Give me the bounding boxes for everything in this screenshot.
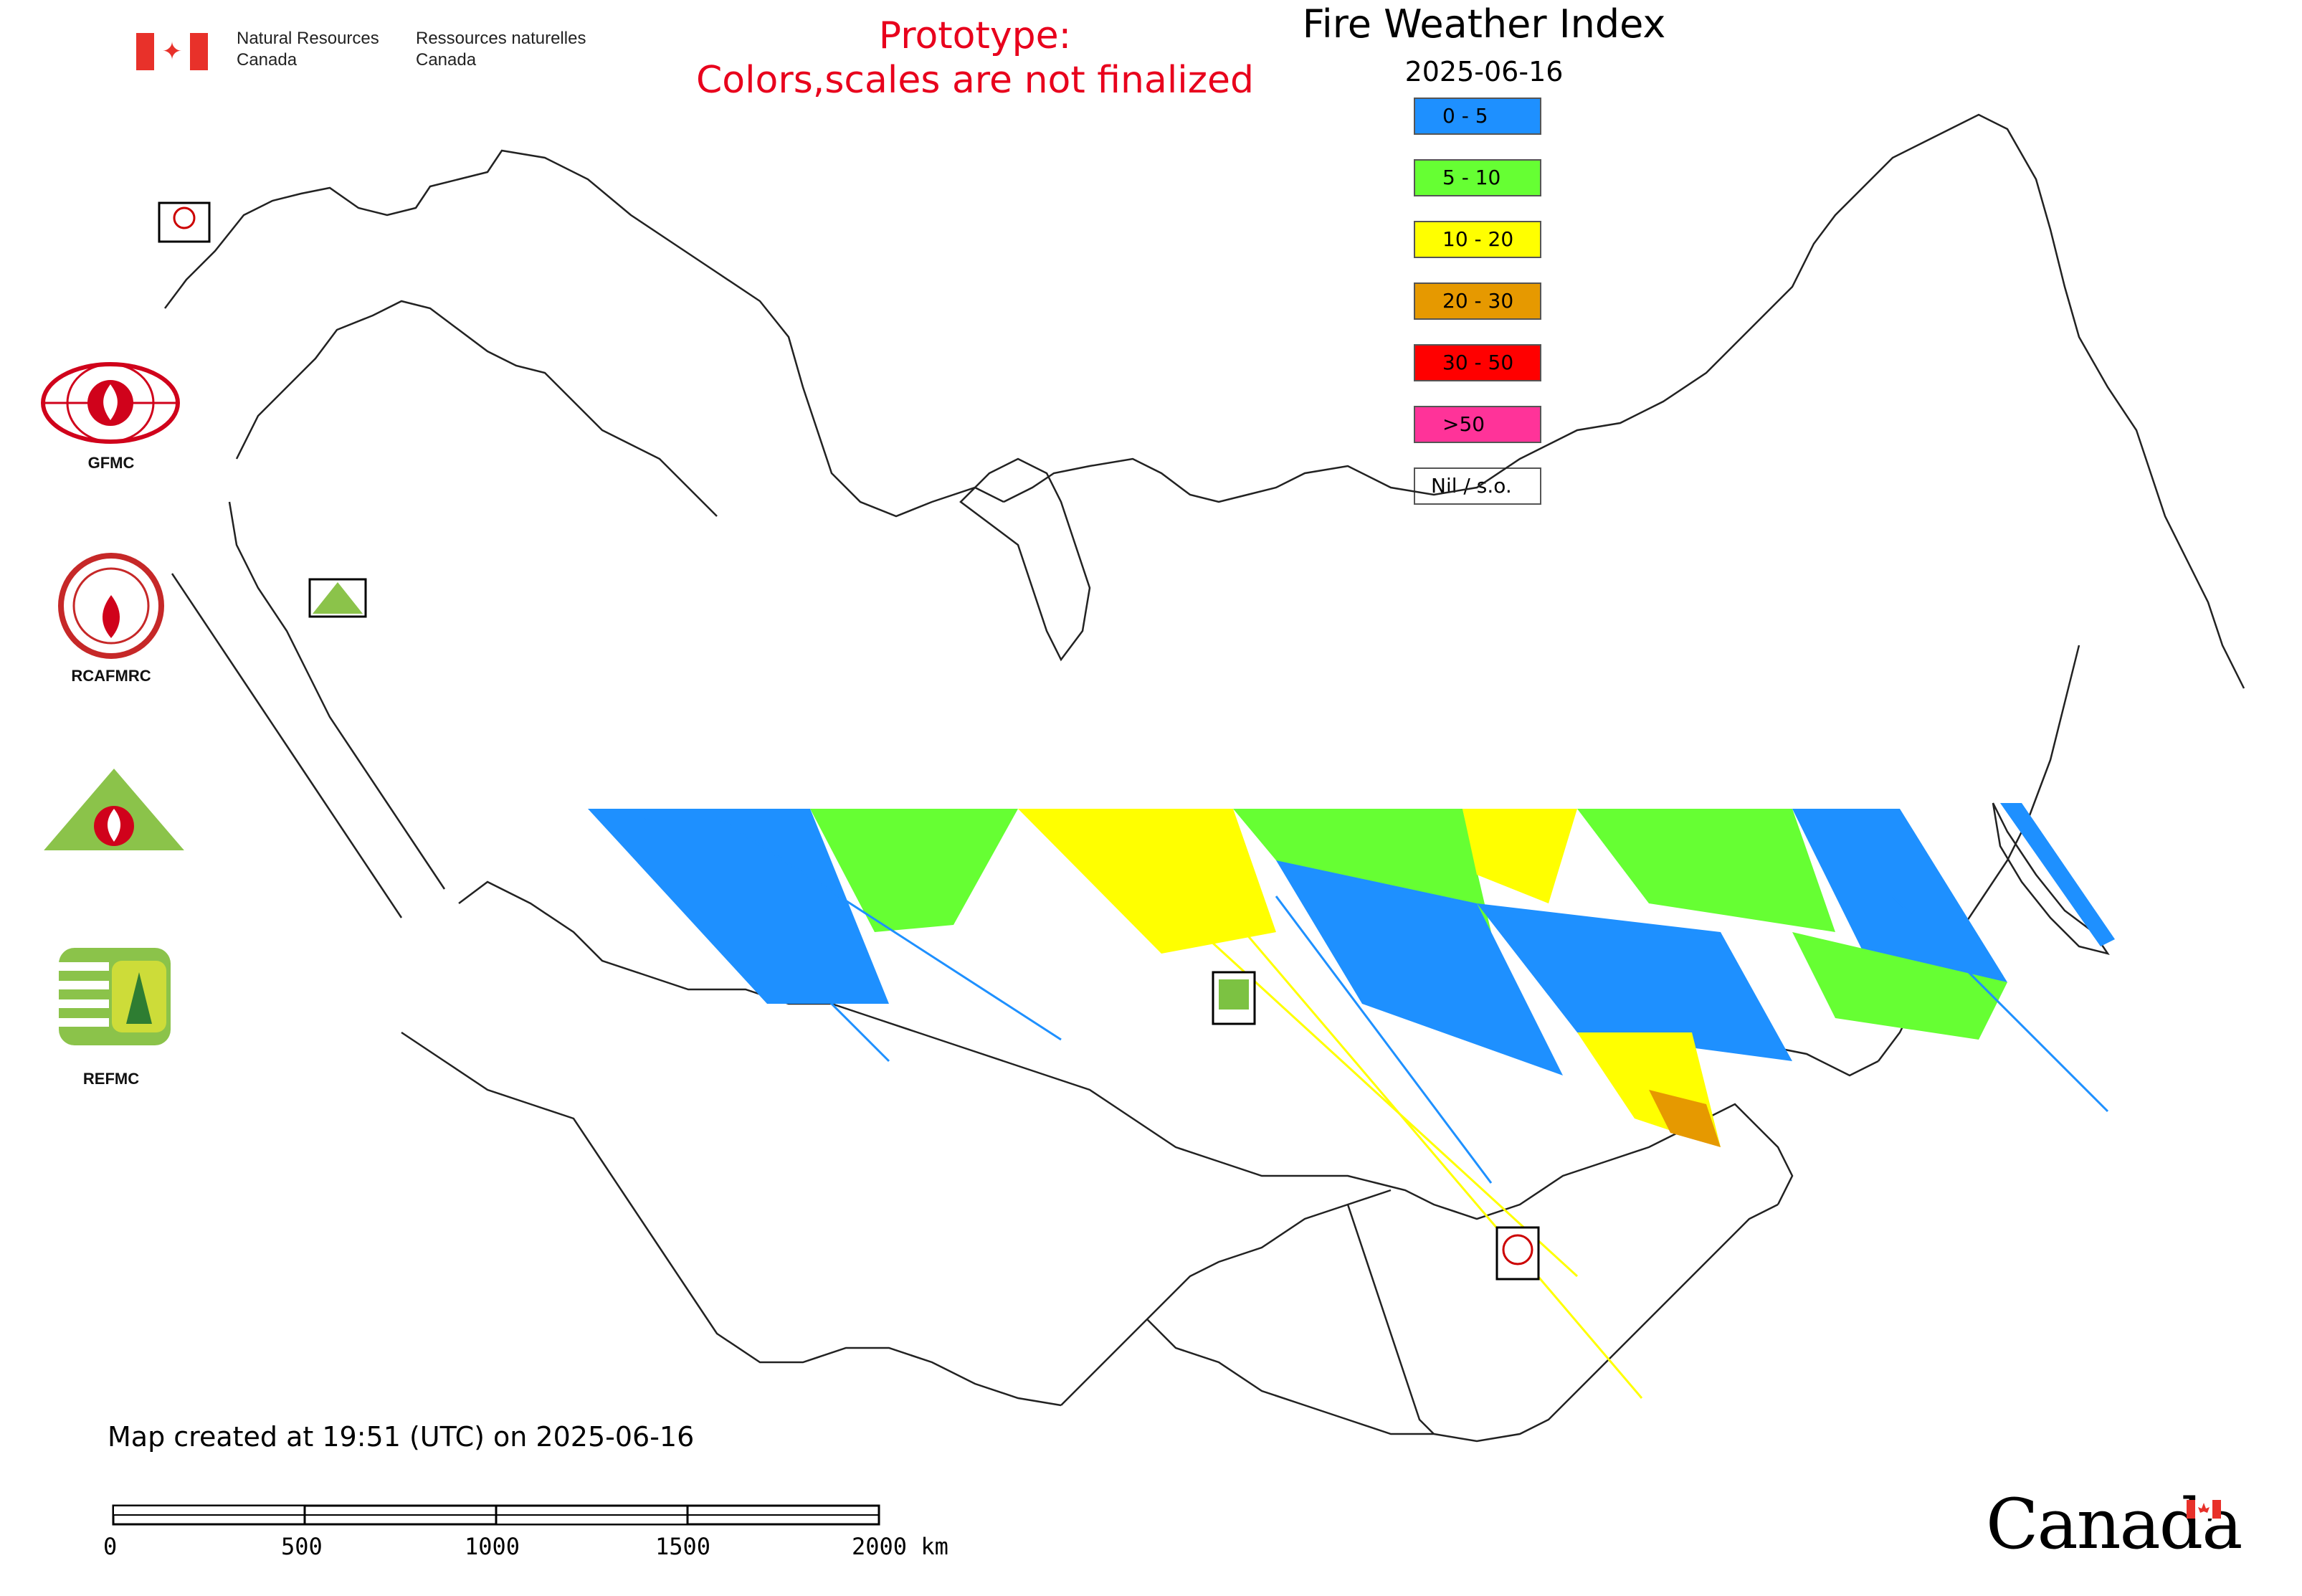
fwi-zone-0-5-west bbox=[588, 809, 889, 1004]
fwi-streaks bbox=[644, 816, 2109, 1399]
fwi-zone-5-10-west bbox=[810, 809, 1018, 932]
scale-label-0: 0 bbox=[103, 1533, 118, 1560]
legend-item-30-50: 30 - 50 bbox=[1414, 344, 1541, 381]
map-centre-markers bbox=[158, 201, 1540, 1281]
fwi-zone-5-10-east bbox=[1577, 809, 1835, 932]
fwi-zone-5-10-far-east bbox=[1792, 932, 2007, 1040]
agency-fr-line1: Ressources naturelles bbox=[416, 29, 586, 48]
country-boundaries bbox=[164, 113, 2245, 1443]
legend-item-5-10: 5 - 10 bbox=[1414, 159, 1541, 196]
canada-wordmark: Canada bbox=[1986, 1484, 2242, 1564]
rcafmrc-label: RCAFMRC bbox=[71, 667, 151, 685]
fwi-zone-0-5-far-east bbox=[1792, 809, 2007, 982]
fwi-zone-10-20-north bbox=[1462, 809, 1577, 903]
scale-label-2000: 2000 km bbox=[852, 1533, 948, 1560]
scale-label-1500: 1500 bbox=[655, 1533, 711, 1560]
legend-item-20-30: 20 - 30 bbox=[1414, 282, 1541, 320]
nrcan-signature: ✦ Natural Resources Canada Ressources na… bbox=[136, 29, 609, 79]
scale-bar bbox=[112, 1504, 880, 1526]
rcafmrc-logo-icon bbox=[58, 553, 164, 659]
agency-fr-line2: Canada bbox=[416, 50, 477, 70]
map-title: Fire Weather Index bbox=[1302, 1, 1666, 47]
gfmc-label: GFMC bbox=[87, 454, 135, 472]
fwi-zone-10-20-central bbox=[1018, 809, 1276, 954]
agency-en-line1: Natural Resources bbox=[237, 29, 379, 48]
prototype-notice-line2: Colors,scales are not finalized bbox=[695, 59, 1255, 102]
refmc-logo-icon bbox=[59, 948, 171, 1045]
scale-label-1000: 1000 bbox=[465, 1533, 520, 1560]
legend-item-0-5: 0 - 5 bbox=[1414, 98, 1541, 135]
fwi-swath bbox=[588, 803, 2115, 1147]
gfmc-map-marker bbox=[158, 201, 211, 243]
reefmc-logo-icon bbox=[39, 769, 191, 866]
legend-item-over-50: >50 bbox=[1414, 406, 1541, 443]
fwi-zone-0-5-east bbox=[1477, 903, 1792, 1061]
map-created-note: Map created at 19:51 (UTC) on 2025-06-16 bbox=[108, 1421, 695, 1453]
scale-label-500: 500 bbox=[281, 1533, 323, 1560]
gfmc-logo-icon bbox=[41, 362, 180, 444]
fwi-zone-0-5-central bbox=[1276, 860, 1563, 1075]
refmc-label: REFMC bbox=[82, 1070, 140, 1088]
canada-flag-icon: ✦ bbox=[136, 33, 208, 70]
fwi-zone-0-5-sakhalin bbox=[2000, 803, 2115, 946]
legend-item-10-20: 10 - 20 bbox=[1414, 221, 1541, 258]
prototype-notice-line1: Prototype: bbox=[878, 14, 1072, 57]
map-date: 2025-06-16 bbox=[1404, 56, 1564, 87]
wordmark-flag-icon bbox=[2187, 1500, 2221, 1519]
fwi-zone-20-30-south bbox=[1649, 1090, 1721, 1147]
agency-en-line2: Canada bbox=[237, 50, 298, 70]
